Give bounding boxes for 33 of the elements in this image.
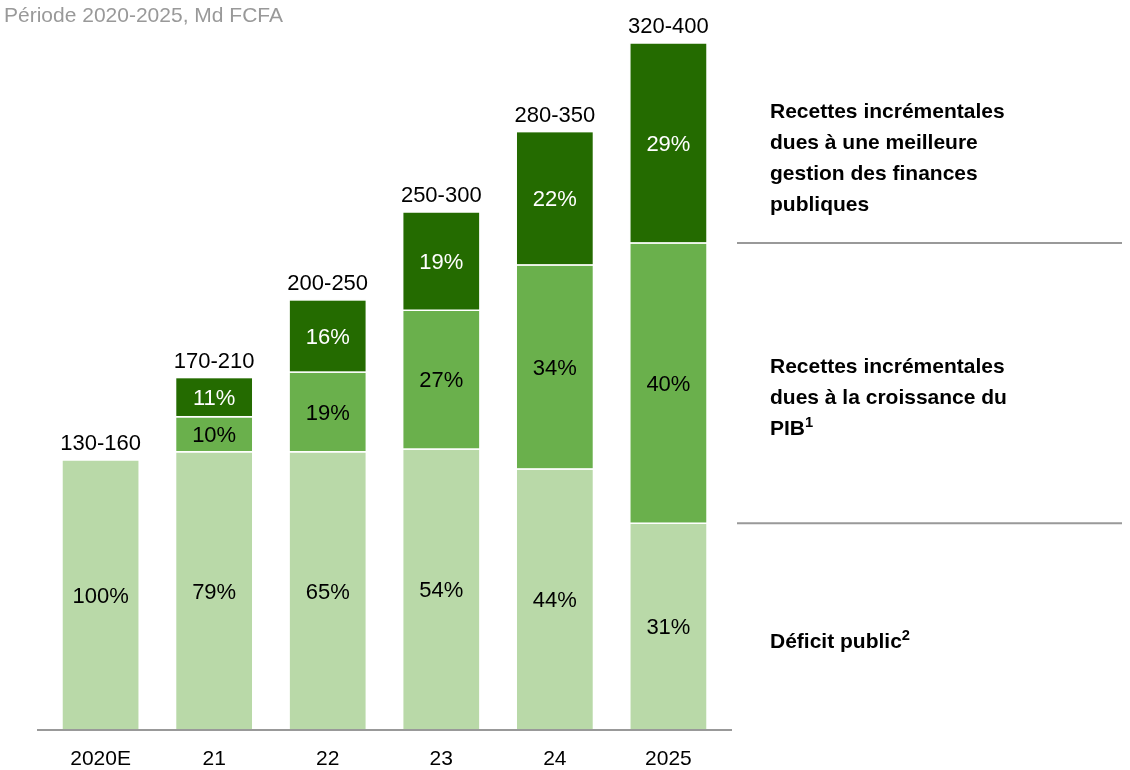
total-label: 250-300 — [400, 182, 482, 207]
annotation: 34% — [532, 354, 577, 380]
annotation: 16% — [305, 323, 350, 349]
total-label: 280-350 — [514, 101, 596, 127]
x-tick-label: 2020E — [70, 746, 131, 770]
x-tick-label: 23 — [429, 746, 453, 770]
bar — [61, 459, 140, 731]
annotation: 27% — [419, 367, 464, 393]
text: Déficit public$^{2}$ — [770, 626, 911, 652]
annotation: 29% — [646, 130, 691, 156]
annotation: 19% — [419, 248, 464, 274]
total-label: 130-160 — [60, 430, 141, 456]
annotation: 31% — [646, 614, 691, 640]
total-label: 320-400 — [628, 13, 709, 38]
chart-subtitle: Période 2020-2025, Md FCFA — [4, 3, 283, 26]
x-tick-label: 21 — [202, 746, 226, 770]
annotation: 22% — [532, 185, 577, 211]
annotation: 44% — [532, 587, 577, 613]
text: Recettes incrémentales dues à une meilleure gestion des finances publiques — [770, 98, 1005, 215]
annotation: 100% — [72, 582, 129, 608]
annotation: 10% — [192, 421, 237, 447]
x-tick-label: 2025 — [645, 746, 692, 770]
total-label: 170-210 — [173, 347, 255, 373]
annotation: 79% — [192, 578, 237, 604]
annotation: 54% — [419, 577, 464, 603]
annotation: 40% — [646, 370, 691, 396]
total-label: 200-250 — [287, 269, 369, 295]
x-tick-label: 24 — [543, 746, 567, 770]
annotation: 11% — [192, 384, 236, 410]
annotation: 65% — [305, 578, 350, 604]
x-tick-label: 22 — [316, 746, 340, 770]
annotation: 19% — [305, 399, 350, 425]
text: Recettes incrémentales dues à la croissance du PIB$^{1}$ — [770, 354, 1007, 440]
